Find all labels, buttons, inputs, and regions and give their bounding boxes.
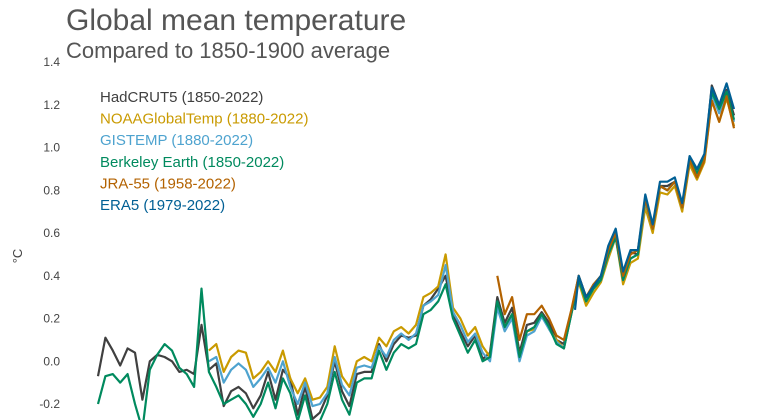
- series-line-1: [208, 97, 736, 401]
- y-axis-label: °C: [10, 249, 25, 264]
- chart-subtitle: Compared to 1850-1900 average: [66, 38, 391, 63]
- legend-entry-4: JRA-55 (1958-2022): [100, 175, 236, 192]
- legend-entry-0: HadCRUT5 (1850-2022): [100, 89, 263, 106]
- series-line-2: [208, 90, 736, 408]
- y-axis-ticks: -0.2 0.0 0.2 0.4 0.6 0.8 1.0 1.2 1.4: [39, 55, 60, 411]
- series-line-5: [573, 82, 736, 311]
- legend-entry-2: GISTEMP (1880-2022): [100, 132, 253, 149]
- legend-entry-1: NOAAGlobalTemp (1880-2022): [100, 111, 308, 128]
- y-tick-label: 0.2: [43, 312, 60, 326]
- chart-title: Global mean temperature: [66, 4, 407, 37]
- y-tick-label: 1.2: [43, 98, 60, 112]
- series-line-3: [96, 90, 736, 420]
- legend-entry-5: ERA5 (1979-2022): [100, 197, 225, 214]
- y-tick-label: -0.2: [39, 397, 60, 411]
- series-lines: [96, 82, 736, 420]
- y-tick-label: 0.0: [43, 354, 60, 368]
- y-tick-label: 1.0: [43, 141, 60, 155]
- legend: HadCRUT5 (1850-2022) NOAAGlobalTemp (1880…: [100, 89, 308, 214]
- y-tick-label: 0.4: [43, 269, 60, 283]
- series-line-4: [496, 95, 736, 341]
- y-tick-label: 0.6: [43, 226, 60, 240]
- legend-entry-3: Berkeley Earth (1850-2022): [100, 154, 284, 171]
- y-tick-label: 0.8: [43, 183, 60, 197]
- y-tick-label: 1.4: [43, 55, 60, 69]
